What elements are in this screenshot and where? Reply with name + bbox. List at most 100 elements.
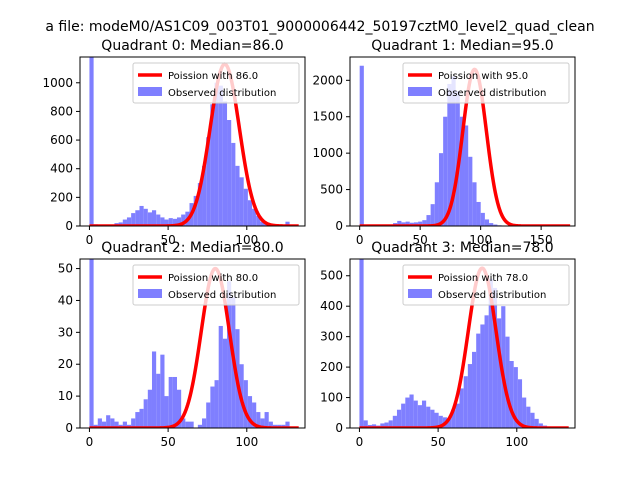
histogram-bar bbox=[160, 354, 165, 428]
histogram-bar bbox=[426, 406, 431, 428]
histogram-bar bbox=[401, 403, 406, 428]
histogram-bar bbox=[285, 421, 290, 428]
histogram-bar bbox=[513, 367, 518, 428]
histogram-bar bbox=[443, 116, 448, 226]
histogram-bar bbox=[426, 215, 431, 226]
histogram-bar bbox=[480, 212, 485, 226]
x-tick-label: 50 bbox=[160, 435, 175, 449]
histogram-bar bbox=[143, 399, 148, 428]
histogram-bar bbox=[214, 82, 219, 226]
histogram-bar bbox=[89, 57, 94, 226]
legend-hist-swatch bbox=[408, 87, 432, 96]
histogram-bar bbox=[434, 182, 439, 226]
y-tick-label: 10 bbox=[58, 389, 73, 403]
panel-title: Quadrant 3: Median=78.0 bbox=[371, 240, 553, 256]
y-tick-label: 200 bbox=[50, 190, 73, 204]
histogram-bar bbox=[110, 418, 115, 428]
histogram-bar bbox=[359, 65, 364, 226]
legend-box bbox=[402, 264, 570, 306]
histogram-bar bbox=[467, 364, 473, 428]
legend-label-observed: Observed distribution bbox=[168, 88, 276, 99]
histogram-bar bbox=[472, 182, 477, 226]
histogram-bar bbox=[421, 400, 427, 428]
histogram-bar bbox=[501, 306, 506, 428]
y-tick-label: 0 bbox=[65, 421, 73, 435]
histogram-bar bbox=[106, 415, 111, 428]
histogram-bar bbox=[380, 423, 385, 428]
x-tick-label: 100 bbox=[469, 233, 492, 247]
axes-frame bbox=[349, 56, 576, 227]
histogram-bar bbox=[476, 201, 481, 226]
histogram-bar bbox=[463, 376, 468, 428]
histogram-bar bbox=[268, 421, 273, 428]
histogram-bar bbox=[489, 223, 494, 226]
histogram-bar bbox=[139, 408, 144, 428]
histogram-bar bbox=[101, 421, 107, 428]
histogram-bar bbox=[197, 183, 203, 226]
legend: Poission with 86.0 Observed distribution bbox=[132, 62, 300, 104]
panel-title: Quadrant 2: Median=80.0 bbox=[101, 240, 283, 256]
y-tick-label: 2000 bbox=[312, 73, 343, 87]
histogram-bar bbox=[235, 165, 240, 226]
histogram-bar bbox=[285, 221, 290, 226]
legend-hist-swatch bbox=[138, 289, 162, 298]
histogram-bar bbox=[409, 394, 414, 428]
histogram-bar bbox=[418, 221, 423, 226]
histogram-bar bbox=[430, 409, 435, 428]
axes-frame bbox=[349, 258, 576, 429]
histogram-bar bbox=[210, 386, 215, 428]
histogram-bar bbox=[239, 177, 244, 226]
histogram-bar bbox=[252, 208, 257, 226]
histogram-bar bbox=[139, 205, 144, 226]
histogram-bar bbox=[447, 418, 452, 428]
legend-label-poisson: Poission with 95.0 bbox=[438, 71, 528, 82]
legend-label-observed: Observed distribution bbox=[168, 290, 276, 301]
y-tick-label: 1500 bbox=[312, 110, 343, 124]
legend-label-poisson: Poission with 78.0 bbox=[438, 273, 528, 284]
histogram-bar bbox=[484, 315, 489, 428]
histogram-bar bbox=[260, 418, 265, 428]
histogram-bar bbox=[172, 218, 178, 226]
histogram-bar bbox=[530, 412, 535, 428]
x-tick-label: 150 bbox=[530, 233, 553, 247]
legend-label-observed: Observed distribution bbox=[438, 290, 546, 301]
poisson-curve bbox=[358, 67, 572, 226]
histogram-bar bbox=[189, 421, 194, 428]
histogram-bar bbox=[160, 217, 165, 226]
histogram-bar bbox=[147, 212, 152, 226]
histogram-bar bbox=[480, 324, 485, 428]
histogram-bar bbox=[151, 210, 157, 226]
histogram-bar bbox=[476, 333, 481, 428]
panel-quadrant-2: 0 50 100 0 10 20 30 40 50 Quadrant 2: Median=80.0… bbox=[58, 240, 306, 449]
histogram-bar bbox=[193, 195, 198, 226]
histogram-bar bbox=[164, 396, 169, 428]
histogram-bar bbox=[202, 418, 207, 428]
histogram-bar bbox=[522, 397, 527, 428]
histogram-bar bbox=[256, 412, 261, 428]
y-tick-label: 500 bbox=[320, 269, 343, 283]
panel-title: Quadrant 1: Median=95.0 bbox=[371, 38, 553, 54]
histogram-bar bbox=[401, 222, 406, 226]
histogram-bar bbox=[143, 208, 148, 226]
histogram-bar bbox=[455, 403, 460, 428]
x-tick-label: 100 bbox=[235, 435, 258, 449]
legend-box bbox=[132, 62, 300, 104]
histogram-bar bbox=[472, 351, 477, 428]
histogram-bar bbox=[243, 188, 248, 226]
histogram-bar bbox=[147, 389, 152, 428]
histogram-bar bbox=[185, 421, 190, 428]
histogram-bar bbox=[97, 418, 102, 428]
panel-data bbox=[88, 57, 300, 226]
histogram-bar bbox=[151, 351, 157, 428]
y-tick-label: 400 bbox=[320, 299, 343, 313]
histogram-bar bbox=[218, 85, 223, 226]
histogram-bar bbox=[122, 219, 127, 226]
x-tick-label: 0 bbox=[356, 233, 364, 247]
histogram-bar bbox=[468, 156, 473, 226]
histogram-bar bbox=[164, 219, 169, 226]
histogram-bar bbox=[131, 213, 136, 226]
histogram-bar bbox=[405, 397, 410, 428]
histogram-bar bbox=[264, 412, 269, 428]
y-tick-label: 800 bbox=[50, 104, 73, 118]
